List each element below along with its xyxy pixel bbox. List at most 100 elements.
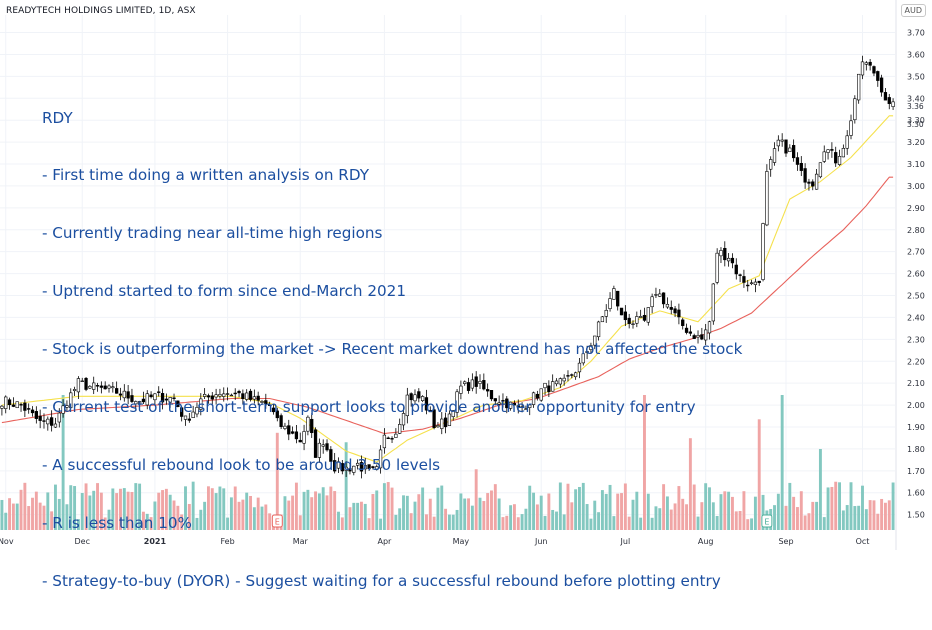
candle-body[interactable] — [313, 429, 318, 458]
candle-body[interactable] — [417, 391, 421, 399]
candle-body[interactable] — [229, 394, 234, 397]
candle-body[interactable] — [673, 308, 677, 314]
candle-body[interactable] — [436, 425, 440, 428]
candle-body[interactable] — [206, 395, 211, 398]
candle-body[interactable] — [164, 398, 169, 401]
candle-body[interactable] — [382, 434, 387, 449]
candle-body[interactable] — [333, 460, 337, 472]
candle-body[interactable] — [723, 247, 727, 261]
candle-body[interactable] — [84, 377, 88, 390]
candle-body[interactable] — [183, 415, 188, 420]
candle-body[interactable] — [157, 391, 161, 393]
candle-body[interactable] — [879, 77, 884, 93]
candle-body[interactable] — [753, 281, 758, 285]
candle-body[interactable] — [401, 413, 406, 426]
candle-body[interactable] — [195, 407, 199, 415]
candle-body[interactable] — [451, 410, 455, 417]
candle-body[interactable] — [784, 139, 788, 154]
candle-body[interactable] — [834, 152, 838, 164]
candle-body[interactable] — [413, 394, 417, 402]
candle-body[interactable] — [153, 393, 157, 401]
candle-body[interactable] — [191, 411, 195, 418]
candle-body[interactable] — [554, 380, 559, 385]
candle-body[interactable] — [512, 403, 517, 406]
candle-body[interactable] — [631, 323, 635, 325]
candle-body[interactable] — [363, 465, 367, 470]
candle-body[interactable] — [696, 335, 700, 338]
candle-body[interactable] — [547, 385, 551, 393]
candle-body[interactable] — [294, 431, 299, 440]
candle-body[interactable] — [608, 298, 612, 309]
candle-body[interactable] — [23, 402, 27, 411]
candle-body[interactable] — [715, 252, 719, 283]
candle-body[interactable] — [573, 372, 578, 378]
candle-body[interactable] — [860, 61, 865, 76]
candle-body[interactable] — [95, 385, 100, 387]
candle-body[interactable] — [665, 304, 670, 308]
candle-body[interactable] — [348, 468, 352, 472]
candle-body[interactable] — [658, 293, 662, 297]
candle-body[interactable] — [42, 420, 46, 422]
candle-body[interactable] — [776, 139, 780, 147]
candle-body[interactable] — [15, 401, 19, 409]
candle-body[interactable] — [795, 157, 800, 165]
candle-body[interactable] — [826, 149, 830, 153]
candle-body[interactable] — [111, 386, 115, 389]
candle-body[interactable] — [524, 408, 528, 410]
candle-body[interactable] — [405, 394, 409, 417]
candle-body[interactable] — [581, 353, 585, 364]
candle-body[interactable] — [122, 390, 126, 399]
candle-body[interactable] — [141, 398, 146, 403]
candle-body[interactable] — [799, 162, 803, 171]
candle-body[interactable] — [199, 398, 203, 410]
candle-body[interactable] — [176, 400, 180, 407]
candle-body[interactable] — [187, 418, 191, 421]
candle-body[interactable] — [256, 395, 260, 401]
candle-body[interactable] — [7, 399, 12, 406]
candle-body[interactable] — [619, 307, 624, 316]
candle-body[interactable] — [371, 466, 375, 468]
candle-body[interactable] — [493, 398, 497, 402]
candle-body[interactable] — [589, 345, 593, 350]
candle-body[interactable] — [883, 92, 888, 101]
candle-body[interactable] — [65, 405, 69, 408]
candle-body[interactable] — [814, 173, 819, 190]
candle-body[interactable] — [726, 257, 731, 262]
candle-body[interactable] — [849, 120, 853, 136]
candle-body[interactable] — [616, 290, 620, 307]
candle-body[interactable] — [872, 66, 876, 74]
candle-body[interactable] — [336, 461, 341, 469]
candle-body[interactable] — [428, 409, 432, 413]
candle-body[interactable] — [30, 409, 35, 414]
candle-body[interactable] — [501, 400, 505, 402]
candle-body[interactable] — [761, 223, 765, 280]
candle-body[interactable] — [310, 418, 314, 434]
candle-body[interactable] — [868, 61, 872, 66]
candle-body[interactable] — [27, 408, 31, 410]
candle-body[interactable] — [271, 407, 276, 413]
candle-body[interactable] — [681, 319, 685, 326]
candle-body[interactable] — [409, 393, 413, 401]
candle-body[interactable] — [352, 465, 356, 473]
candle-body[interactable] — [772, 148, 777, 163]
candle-body[interactable] — [876, 71, 880, 81]
candle-body[interactable] — [891, 101, 895, 107]
candle-body[interactable] — [241, 393, 245, 399]
candle-body[interactable] — [137, 401, 142, 405]
candle-body[interactable] — [765, 171, 769, 226]
candle-body[interactable] — [290, 431, 295, 434]
candle-body[interactable] — [378, 449, 383, 469]
candle-body[interactable] — [447, 413, 452, 426]
candle-body[interactable] — [424, 397, 429, 411]
candle-body[interactable] — [225, 393, 230, 395]
candle-body[interactable] — [642, 314, 647, 321]
candle-body[interactable] — [734, 264, 738, 275]
candle-body[interactable] — [107, 385, 111, 389]
candle-body[interactable] — [92, 382, 96, 390]
candle-body[interactable] — [830, 149, 834, 151]
candle-body[interactable] — [432, 409, 436, 429]
candle-body[interactable] — [684, 327, 689, 333]
currency-badge[interactable]: AUD — [900, 4, 926, 17]
candle-body[interactable] — [329, 449, 333, 462]
candle-body[interactable] — [677, 309, 681, 318]
